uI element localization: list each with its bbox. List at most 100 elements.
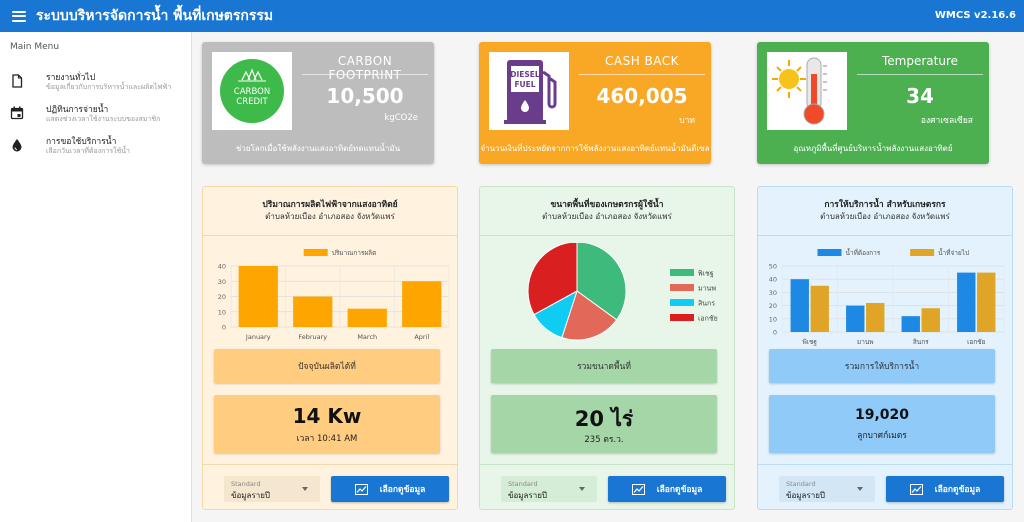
- sidebar-item-water-request[interactable]: การขอใช้บริการน้ำ เลือกวันเวลาที่ต้องการ…: [0, 130, 191, 166]
- total-service-unit: ลูกบาศก์เมตร: [857, 431, 907, 441]
- card-value: 460,005: [596, 84, 688, 108]
- carbon-footprint-card: CARBON CREDIT CARBON FOOTPRINT 10,500 kg…: [202, 42, 434, 164]
- legend-swatch: [670, 299, 694, 306]
- select-value: ข้อมูลรายปี: [786, 491, 826, 500]
- x-tick-label: April: [414, 333, 429, 341]
- bar: [238, 266, 278, 327]
- cash-back-card: DIESEL FUEL CASH BACK 460,005 บาท จำนวนเ…: [479, 42, 711, 164]
- data-range-select[interactable]: Standard ข้อมูลรายปี: [779, 476, 875, 502]
- y-tick-label: 20: [769, 302, 777, 310]
- chevron-down-icon: [579, 487, 585, 491]
- panel-title: ขนาดพื้นที่ของเกษตรกรผู้ใช้น้ำ: [550, 200, 664, 210]
- pie-slice: [576, 243, 627, 321]
- total-area-value: 20 ไร่: [574, 407, 634, 431]
- chart-icon: [909, 483, 923, 495]
- app-title: ระบบบริหารจัดการน้ำ พื้นที่เกษตรกรรม: [36, 8, 274, 24]
- legend-swatch: [670, 314, 694, 321]
- sidebar-item-label: รายงานทั่วไป: [46, 73, 96, 83]
- calendar-icon: [10, 106, 24, 120]
- view-data-button-label: เลือกดูข้อมูล: [934, 485, 981, 495]
- bar: [293, 296, 333, 327]
- total-area-sub: 235 ตร.ว.: [584, 435, 624, 445]
- x-tick-label: March: [357, 333, 377, 341]
- fuel-text: FUEL: [514, 80, 535, 89]
- bar: [977, 272, 996, 332]
- view-data-button[interactable]: เลือกดูข้อมูล: [331, 476, 449, 502]
- x-tick-label: เอกชัย: [967, 338, 985, 346]
- sidebar-item-sub: เลือกวันเวลาที่ต้องการใช้น้ำ: [46, 147, 130, 155]
- y-tick-label: 50: [769, 263, 777, 271]
- card-value: 10,500: [326, 84, 404, 108]
- bar: [846, 305, 865, 332]
- panel-subtitle: ตำบลห้วยเบือง อำเภอสอง จังหวัดแพร่: [542, 212, 672, 221]
- y-tick-label: 30: [769, 289, 777, 297]
- view-data-button[interactable]: เลือกดูข้อมูล: [886, 476, 1004, 502]
- panel-title: ปริมาณการผลิตไฟฟ้าจากแสงอาทิตย์: [262, 200, 398, 210]
- y-tick-label: 40: [769, 276, 777, 284]
- card-desc: ช่วยโลกเมื่อใช้พลังงานแสงอาทิตย์ทดแทนน้ำ…: [235, 144, 401, 153]
- carbon-text: CARBON: [234, 87, 270, 97]
- water-drop-icon: [12, 139, 22, 152]
- legend-label: น้ำที่ต้องการ: [846, 248, 881, 257]
- legend-label: สินกร: [698, 300, 715, 308]
- bar: [790, 279, 809, 332]
- legend-label: ปริมาณการผลิต: [332, 249, 377, 257]
- solar-production-panel: ปริมาณการผลิตไฟฟ้าจากแสงอาทิตย์ ตำบลห้วย…: [202, 186, 458, 510]
- total-service-label: รวมการให้บริการน้ำ: [769, 349, 995, 383]
- current-production-box: 14 Kw เวลา 10:41 AM: [214, 395, 440, 453]
- card-unit: บาท: [679, 116, 695, 126]
- bar: [957, 272, 976, 332]
- view-data-button[interactable]: เลือกดูข้อมูล: [608, 476, 726, 502]
- current-production-time: เวลา 10:41 AM: [296, 434, 358, 444]
- sidebar-item-general-report[interactable]: รายงานทั่วไป ข้อมูลเกี่ยวกับการบริหารน้ำ…: [0, 66, 191, 102]
- total-area-label: รวมขนาดพื้นที่: [491, 349, 717, 383]
- chart-icon: [631, 483, 645, 495]
- pie-slice: [561, 290, 618, 341]
- view-data-button-label: เลือกดูข้อมูล: [656, 485, 703, 495]
- bar: [866, 302, 885, 332]
- card-unit: องศาเซลเซียส: [920, 116, 973, 126]
- farm-area-panel: ขนาดพื้นที่ของเกษตรกรผู้ใช้น้ำ ตำบลห้วยเ…: [479, 186, 735, 510]
- card-value: 34: [906, 84, 934, 108]
- menu-icon[interactable]: [12, 10, 26, 22]
- legend-label: เอกชัย: [698, 315, 718, 323]
- sidebar-item-sub: ข้อมูลเกี่ยวกับการบริหารน้ำและผลิตไฟฟ้า: [46, 83, 172, 91]
- y-tick-label: 0: [222, 324, 226, 332]
- panel-subtitle: ตำบลห้วยเบือง อำเภอสอง จังหวัดแพร่: [820, 212, 950, 221]
- y-tick-label: 40: [218, 263, 226, 271]
- y-tick-label: 20: [218, 293, 226, 301]
- y-tick-label: 30: [218, 278, 226, 286]
- solar-production-chart: 0 10 20 30 40 January February March April ปริมาณ…: [218, 249, 450, 341]
- legend-swatch: [670, 284, 694, 291]
- bar: [347, 308, 387, 327]
- app-bar: ระบบบริหารจัดการน้ำ พื้นที่เกษตรกรรม WMC…: [0, 0, 1024, 32]
- panel-title: การให้บริการน้ำ สำหรับเกษตรกร: [824, 200, 946, 210]
- x-tick-label: มานพ: [857, 338, 874, 346]
- legend-swatch: [817, 249, 842, 256]
- bar: [402, 281, 442, 327]
- bar: [901, 316, 920, 332]
- chevron-down-icon: [302, 487, 308, 491]
- sidebar-item-calendar[interactable]: ปฏิทินการจ่ายน้ำ แสดงช่วงเวลาใช้งานระบบข…: [0, 98, 191, 134]
- x-tick-label: สินกร: [913, 338, 929, 346]
- card-title: CASH BACK: [604, 54, 680, 68]
- credit-text: CREDIT: [236, 97, 268, 107]
- select-caption: Standard: [786, 480, 816, 488]
- legend-label: มานพ: [698, 285, 716, 293]
- data-range-select[interactable]: Standard ข้อมูลรายปี: [224, 476, 320, 502]
- water-service-panel: การให้บริการน้ำ สำหรับเกษตรกร ตำบลห้วยเบ…: [757, 186, 1013, 510]
- total-service-value: 19,020: [854, 407, 910, 423]
- diesel-pump-icon: DIESEL FUEL: [489, 52, 569, 130]
- thermometer-icon: [767, 52, 847, 130]
- current-production-label: ปัจจุบันผลิตได้ที่: [214, 349, 440, 383]
- select-value: ข้อมูลรายปี: [508, 491, 548, 500]
- data-range-select[interactable]: Standard ข้อมูลรายปี: [501, 476, 597, 502]
- card-title: Temperature: [881, 54, 958, 68]
- bar: [921, 308, 940, 332]
- card-unit: kgCO2e: [384, 113, 418, 123]
- x-tick-label: February: [298, 333, 327, 341]
- sidebar: Main Menu รายงานทั่วไป ข้อมูลเกี่ยวกับกา…: [0, 32, 192, 522]
- bar: [810, 285, 829, 332]
- card-title: CARBON FOOTPRINT: [328, 54, 402, 82]
